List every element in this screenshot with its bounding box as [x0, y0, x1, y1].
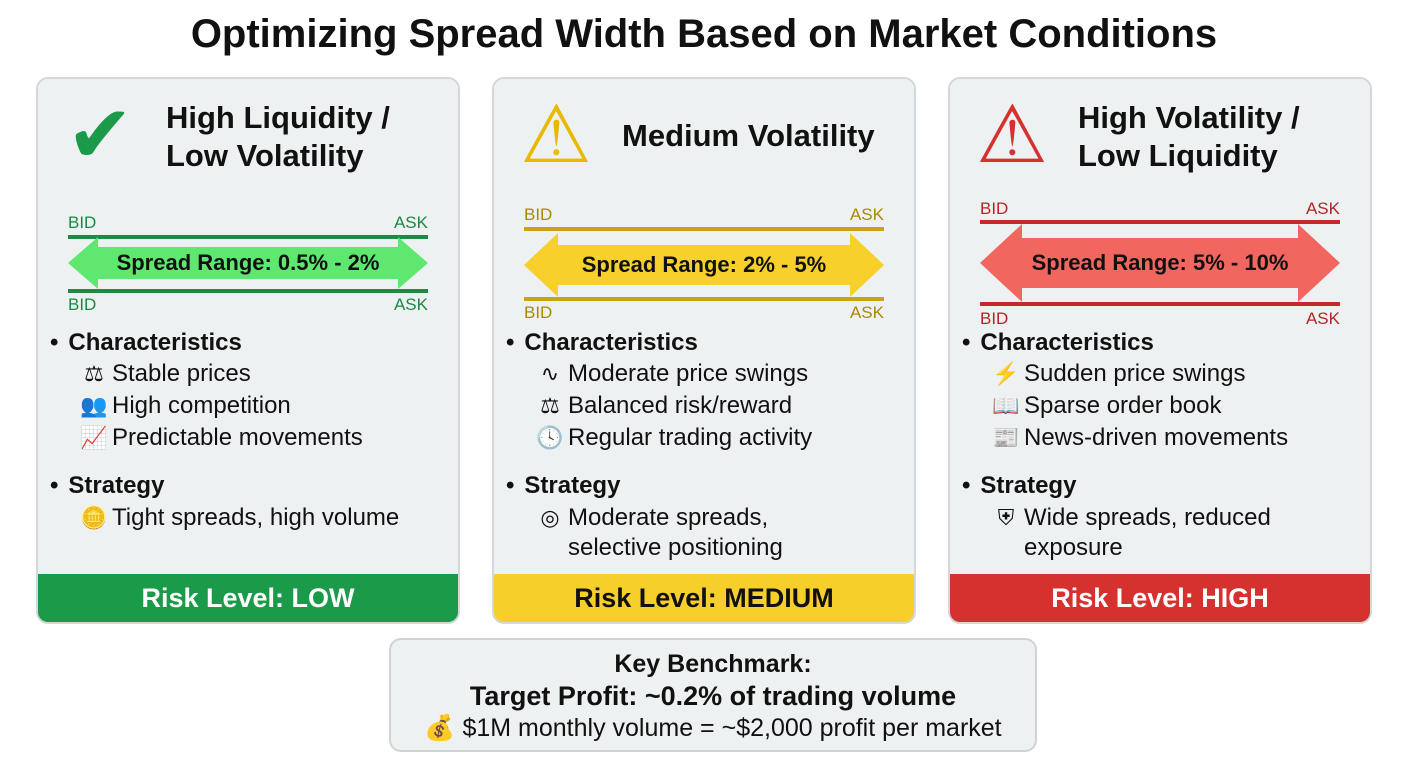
list-item: 📖 Sparse order book	[988, 391, 1221, 421]
strategy-item: 🪙 Tight spreads, high volume	[76, 503, 399, 533]
target-icon: ◎	[540, 505, 560, 530]
risk-level-badge: Risk Level: LOW	[38, 574, 458, 622]
spread-line-top	[980, 220, 1340, 224]
spread-arrow: Spread Range: 5% - 10%	[980, 224, 1340, 302]
characteristics-heading: Characteristics	[962, 329, 1153, 357]
warning-icon: ⚠	[520, 90, 592, 179]
list-item: 📰 News-driven movements	[988, 423, 1288, 453]
bid-label: BID	[980, 309, 1009, 328]
page-title: Optimizing Spread Width Based on Market …	[190, 12, 1218, 56]
list-item: 📈 Predictable movements	[76, 423, 362, 453]
spread-line-top	[524, 227, 884, 231]
card-title: Medium Volatility	[622, 118, 875, 153]
ask-label: ASK	[1305, 309, 1340, 328]
shield-icon: ⛨	[997, 505, 1015, 530]
list-item: ⚖ Balanced risk/reward	[532, 391, 792, 421]
characteristics-heading: Characteristics	[50, 329, 241, 357]
list-item: 👥 High competition	[76, 391, 290, 421]
card-low-risk: ✔ High Liquidity / Low Volatility BID ASK…	[36, 77, 460, 624]
list-item: ∿ Moderate price swings	[532, 359, 808, 389]
spread-arrow: Spread Range: 2% - 5%	[524, 233, 884, 297]
check-wave-icon: ✔	[66, 90, 134, 179]
money-hand-icon: 💰	[424, 714, 463, 742]
card-title: High Liquidity / Low Volatility	[166, 100, 390, 173]
key-benchmark-box: Key Benchmark: Target Profit: ~0.2% of t…	[389, 638, 1037, 752]
ask-label: ASK	[393, 213, 428, 232]
card-high-risk: ⚠ High Volatility / Low Liquidity BID ASK…	[948, 77, 1372, 624]
spread-line-top	[68, 235, 428, 239]
benchmark-heading: Key Benchmark:	[614, 650, 812, 678]
people-icon: 👥	[80, 393, 108, 418]
newspaper-icon: 📰	[992, 425, 1020, 450]
strategy-heading: Strategy	[506, 472, 620, 500]
spread-line-bottom	[980, 302, 1340, 306]
lightning-icon: ⚡	[992, 361, 1020, 386]
ask-label: ASK	[849, 205, 884, 224]
list-item: ⚡ Sudden price swings	[988, 359, 1245, 389]
bid-label: BID	[524, 205, 553, 224]
bid-label: BID	[980, 199, 1009, 218]
strategy-item: ◎ Moderate spreads, selective positioning	[532, 503, 782, 563]
ask-label: ASK	[849, 303, 884, 322]
danger-chart-down-icon: ⚠	[976, 90, 1048, 179]
coins-icon: 🪙	[80, 505, 108, 530]
risk-level-badge: Risk Level: HIGH	[950, 574, 1370, 622]
ask-label: ASK	[393, 295, 428, 314]
benchmark-target: Target Profit: ~0.2% of trading volume	[469, 681, 957, 711]
characteristics-heading: Characteristics	[506, 329, 697, 357]
seesaw-icon: ⚖	[540, 393, 560, 418]
spread-arrow: Spread Range: 0.5% - 2%	[68, 237, 428, 289]
benchmark-detail-row: 💰 $1M monthly volume = ~$2,000 profit pe…	[424, 714, 1002, 742]
spread-line-bottom	[68, 289, 428, 293]
bid-label: BID	[524, 303, 553, 322]
scale-icon: ⚖	[84, 361, 104, 386]
card-title: High Volatility / Low Liquidity	[1078, 100, 1300, 173]
clock-icon: 🕓	[536, 425, 564, 450]
spread-line-bottom	[524, 297, 884, 301]
book-icon: 📖	[992, 393, 1020, 418]
risk-level-badge: Risk Level: MEDIUM	[494, 574, 914, 622]
ask-label: ASK	[1305, 199, 1340, 218]
list-item: 🕓 Regular trading activity	[532, 423, 812, 453]
list-item: ⚖ Stable prices	[76, 359, 251, 389]
chart-up-icon: 📈	[80, 425, 108, 450]
bid-label: BID	[68, 213, 97, 232]
strategy-heading: Strategy	[962, 472, 1076, 500]
wave-icon: ∿	[540, 361, 560, 386]
card-medium-risk: ⚠ Medium Volatility BID ASK Spread Range…	[492, 77, 916, 624]
strategy-item: ⛨ Wide spreads, reduced exposure	[988, 503, 1271, 563]
bid-label: BID	[68, 295, 97, 314]
strategy-heading: Strategy	[50, 472, 164, 500]
